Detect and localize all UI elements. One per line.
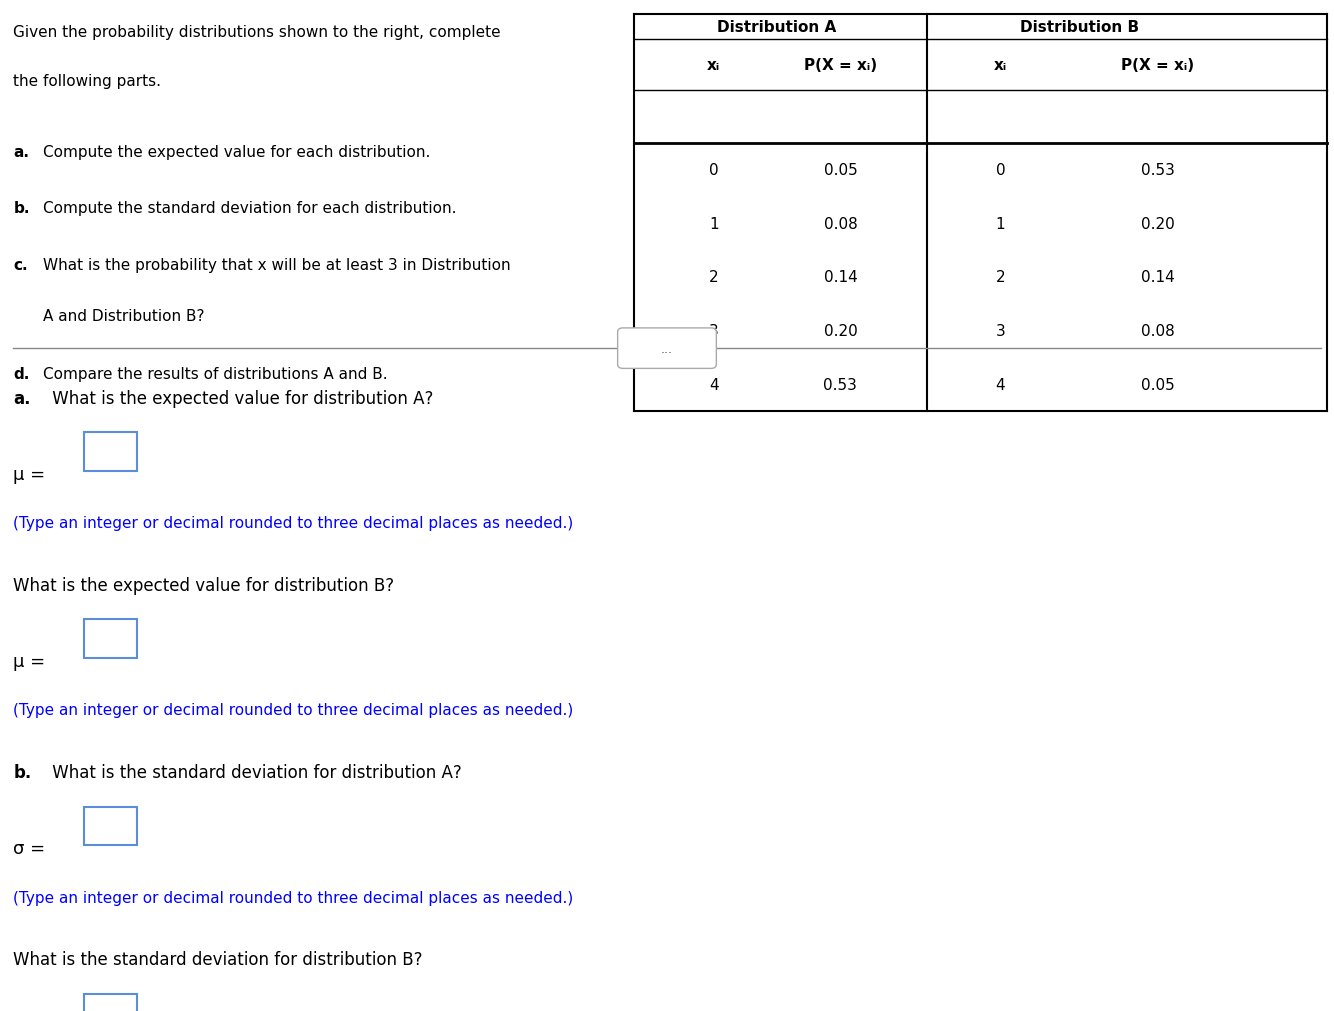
Text: P(X = xᵢ): P(X = xᵢ) — [804, 59, 876, 73]
Text: What is the probability that x will be at least 3 in Distribution: What is the probability that x will be a… — [43, 258, 511, 273]
FancyBboxPatch shape — [618, 329, 716, 369]
Text: (Type an integer or decimal rounded to three decimal places as needed.): (Type an integer or decimal rounded to t… — [13, 516, 574, 531]
Text: ...: ... — [662, 343, 672, 355]
FancyBboxPatch shape — [84, 807, 137, 845]
Text: What is the expected value for distribution B?: What is the expected value for distribut… — [13, 576, 395, 594]
Text: Compare the results of distributions A and B.: Compare the results of distributions A a… — [43, 367, 387, 382]
Text: c.: c. — [13, 258, 28, 273]
Text: Distribution B: Distribution B — [1019, 20, 1139, 35]
Text: 0.05: 0.05 — [823, 163, 858, 178]
Text: Given the probability distributions shown to the right, complete: Given the probability distributions show… — [13, 25, 502, 40]
Text: 2: 2 — [995, 270, 1006, 285]
Text: What is the standard deviation for distribution A?: What is the standard deviation for distr… — [47, 763, 462, 782]
Text: 0.20: 0.20 — [823, 324, 858, 339]
Text: 0.08: 0.08 — [823, 216, 858, 232]
Text: 3: 3 — [708, 324, 719, 339]
Text: 0: 0 — [708, 163, 719, 178]
Text: Compute the standard deviation for each distribution.: Compute the standard deviation for each … — [43, 201, 456, 216]
Text: A and Distribution B?: A and Distribution B? — [43, 308, 204, 324]
Text: 2: 2 — [708, 270, 719, 285]
Text: μ =: μ = — [13, 465, 51, 483]
Text: 0.08: 0.08 — [1141, 324, 1175, 339]
Text: 0.53: 0.53 — [823, 377, 858, 392]
Text: (Type an integer or decimal rounded to three decimal places as needed.): (Type an integer or decimal rounded to t… — [13, 890, 574, 905]
Text: 3: 3 — [995, 324, 1006, 339]
Text: a.: a. — [13, 145, 29, 160]
Text: 0.53: 0.53 — [1141, 163, 1175, 178]
Text: b.: b. — [13, 201, 29, 216]
Text: xᵢ: xᵢ — [994, 59, 1007, 73]
Text: What is the standard deviation for distribution B?: What is the standard deviation for distr… — [13, 950, 423, 969]
Text: 0: 0 — [995, 163, 1006, 178]
Text: P(X = xᵢ): P(X = xᵢ) — [1122, 59, 1194, 73]
Text: xᵢ: xᵢ — [707, 59, 720, 73]
Text: b.: b. — [13, 763, 32, 782]
Text: the following parts.: the following parts. — [13, 74, 161, 89]
Text: σ =: σ = — [13, 839, 51, 857]
Text: (Type an integer or decimal rounded to three decimal places as needed.): (Type an integer or decimal rounded to t… — [13, 703, 574, 718]
Text: 0.14: 0.14 — [823, 270, 858, 285]
Text: 0.14: 0.14 — [1141, 270, 1175, 285]
Text: What is the expected value for distribution A?: What is the expected value for distribut… — [47, 389, 434, 407]
FancyBboxPatch shape — [84, 620, 137, 658]
Text: 4: 4 — [708, 377, 719, 392]
FancyBboxPatch shape — [84, 994, 137, 1011]
Text: Compute the expected value for each distribution.: Compute the expected value for each dist… — [43, 145, 430, 160]
Text: 1: 1 — [708, 216, 719, 232]
Text: 0.05: 0.05 — [1141, 377, 1175, 392]
Text: a.: a. — [13, 389, 31, 407]
Text: 1: 1 — [995, 216, 1006, 232]
FancyBboxPatch shape — [84, 433, 137, 471]
Text: μ =: μ = — [13, 652, 51, 670]
Text: 4: 4 — [995, 377, 1006, 392]
Text: d.: d. — [13, 367, 29, 382]
Text: 0.20: 0.20 — [1141, 216, 1175, 232]
Text: Distribution A: Distribution A — [718, 20, 836, 35]
